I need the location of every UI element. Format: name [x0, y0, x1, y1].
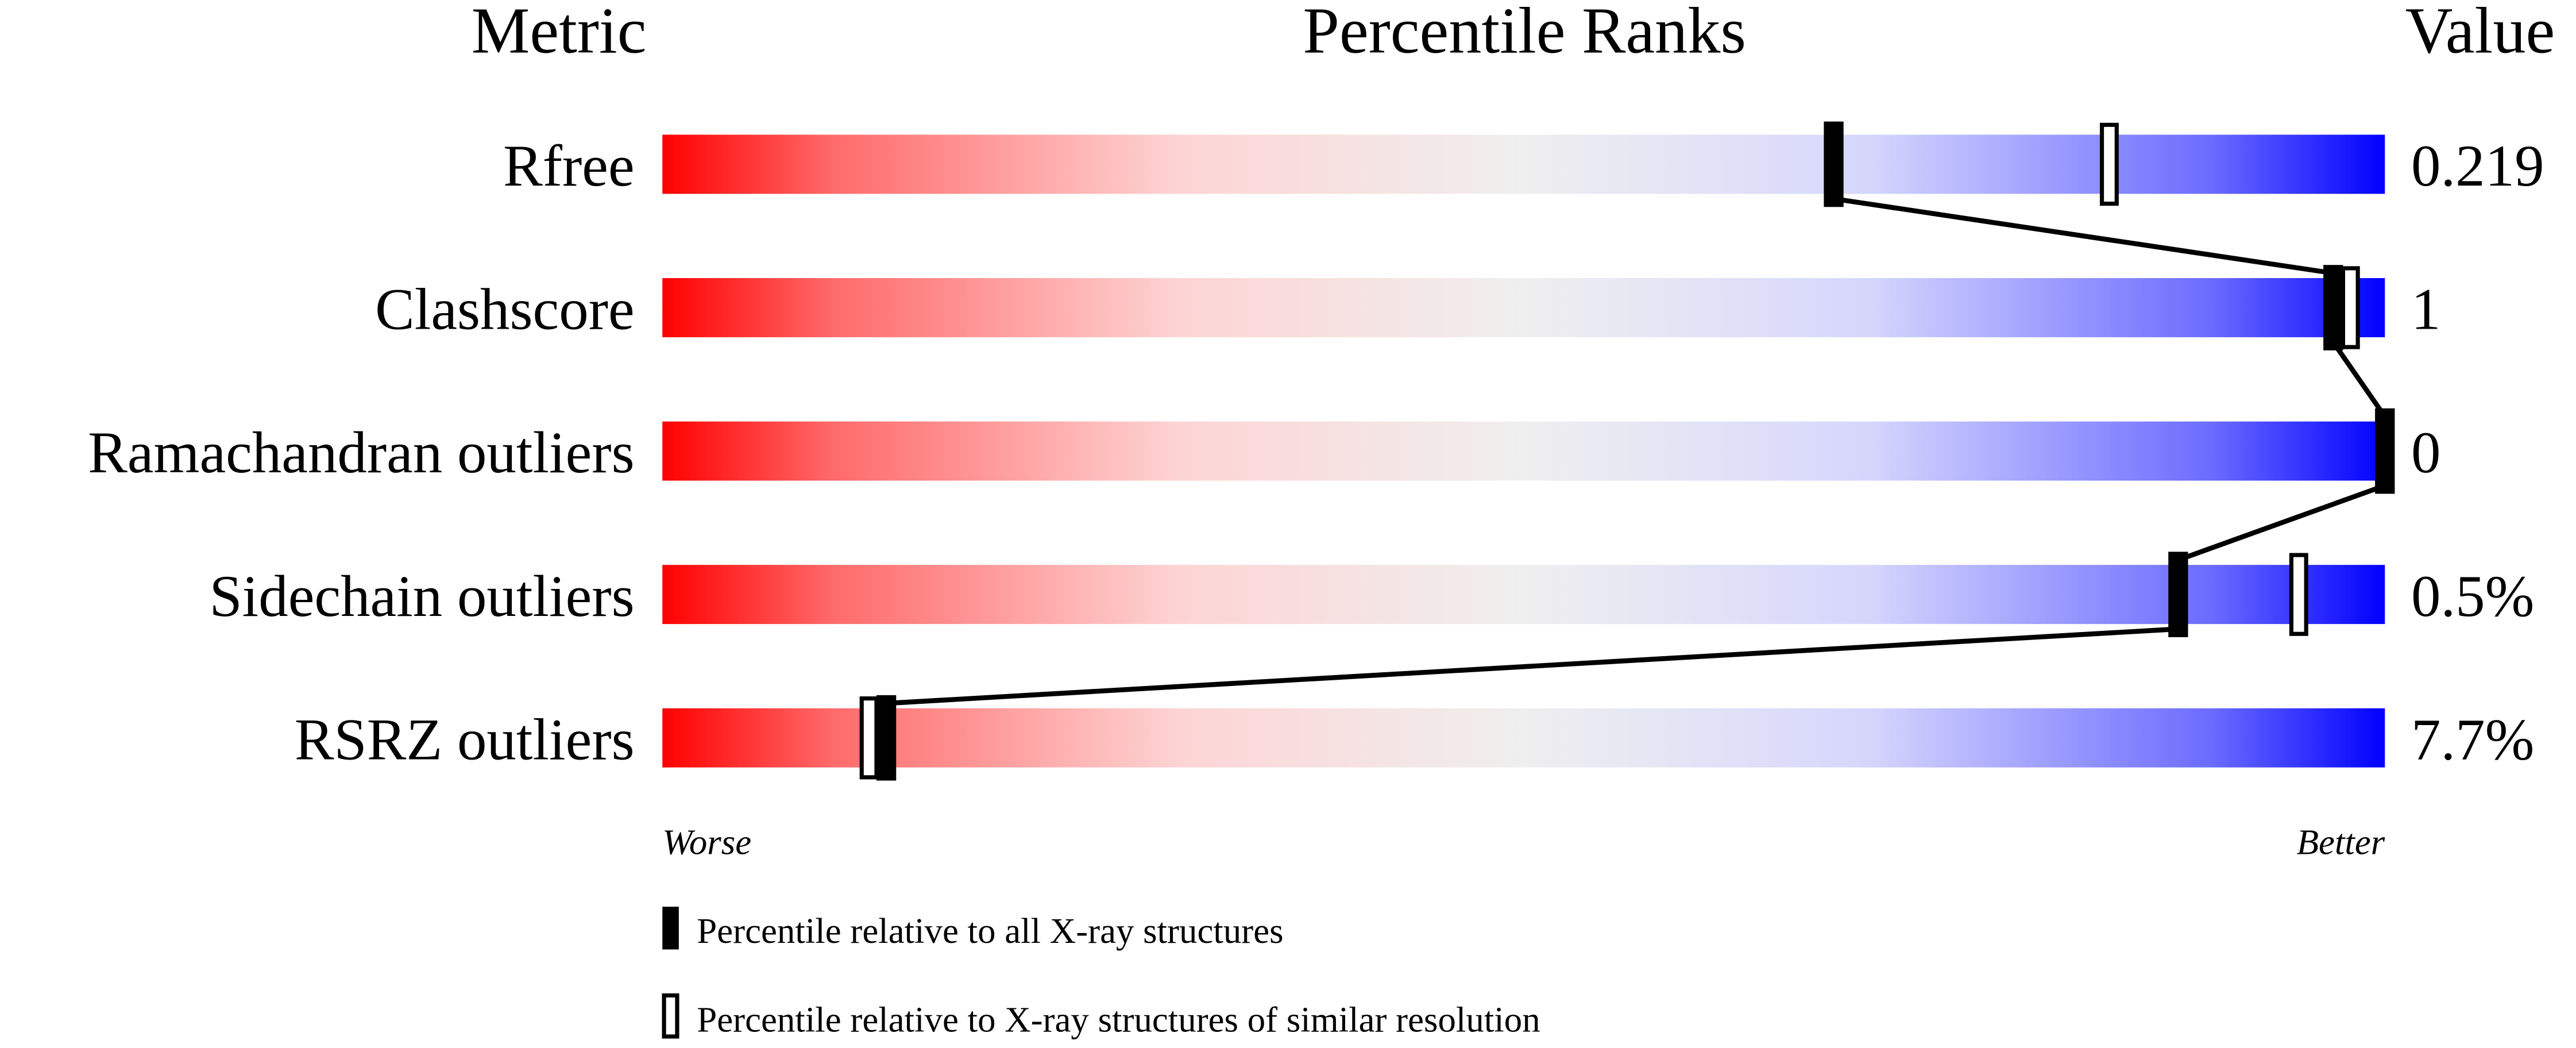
- marker-all-structures: [876, 695, 897, 781]
- metric-value: 0.5%: [2411, 564, 2534, 629]
- metric-label: Sidechain outliers: [209, 564, 634, 629]
- marker-similar-resolution: [2099, 122, 2119, 206]
- metric-label: RSRZ outliers: [295, 707, 635, 772]
- metric-value: 0.219: [2411, 133, 2544, 199]
- connector-line: [2177, 483, 2386, 562]
- percentile-bar: [662, 565, 2385, 625]
- marker-all-structures: [2168, 552, 2188, 637]
- metric-label: Ramachandran outliers: [88, 420, 635, 486]
- legend-filled-label: Percentile relative to all X-ray structu…: [697, 911, 1283, 951]
- legend-hollow-label: Percentile relative to X-ray structures …: [697, 999, 1540, 1039]
- header-value: Value: [2405, 0, 2555, 67]
- metric-value: 7.7%: [2411, 707, 2534, 772]
- connector-line: [886, 626, 2179, 706]
- percentile-bar: [662, 134, 2385, 194]
- axis-better-label: Better: [2297, 822, 2385, 862]
- percentile-bar: [662, 421, 2385, 481]
- percentile-bar: [662, 708, 2385, 768]
- metric-value: 0: [2411, 420, 2440, 486]
- marker-similar-resolution: [2341, 266, 2360, 349]
- metric-label: Clashscore: [375, 277, 635, 342]
- axis-worse-label: Worse: [662, 822, 751, 862]
- connector-line: [2331, 341, 2387, 418]
- marker-all-structures: [2323, 265, 2343, 350]
- metric-label: Rfree: [503, 133, 635, 199]
- metric-value: 1: [2411, 277, 2440, 342]
- header-percentile-ranks: Percentile Ranks: [1303, 0, 1746, 67]
- header-metric: Metric: [472, 0, 647, 67]
- connector-line: [1833, 196, 2334, 276]
- legend-hollow-marker: [662, 993, 679, 1039]
- legend-filled-marker: [662, 907, 679, 950]
- marker-similar-resolution: [859, 696, 879, 780]
- marker-all-structures: [2375, 408, 2395, 494]
- marker-similar-resolution: [2289, 553, 2308, 636]
- percentile-bar: [662, 278, 2385, 337]
- marker-all-structures: [1824, 121, 1844, 207]
